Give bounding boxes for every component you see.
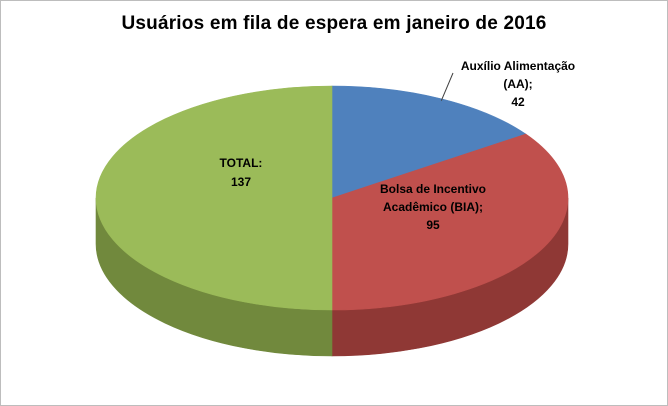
slice-label-bia-value: 95 (426, 218, 440, 232)
slice-label-aa-value: 42 (511, 95, 525, 109)
slice-label-total-name: TOTAL: (219, 156, 263, 170)
slice-label-bia: Bolsa de Incentivo Acadêmico (BIA); 95 (343, 180, 523, 234)
slice-label-total-value: 137 (230, 175, 252, 189)
chart-title: Usuários em fila de espera em janeiro de… (121, 13, 547, 34)
slice-label-bia-line2: Acadêmico (BIA); (382, 200, 483, 214)
slice-label-aa-line1: Auxílio Alimentação (460, 59, 576, 73)
slice-label-bia-line1: Bolsa de Incentivo (379, 182, 487, 196)
slice-label-aa-line2: (AA); (503, 77, 533, 91)
leader-line-aa (440, 72, 454, 101)
slice-label-total: TOTAL: 137 (161, 154, 321, 192)
slice-label-aa: Auxílio Alimentação (AA); 42 (428, 57, 608, 111)
